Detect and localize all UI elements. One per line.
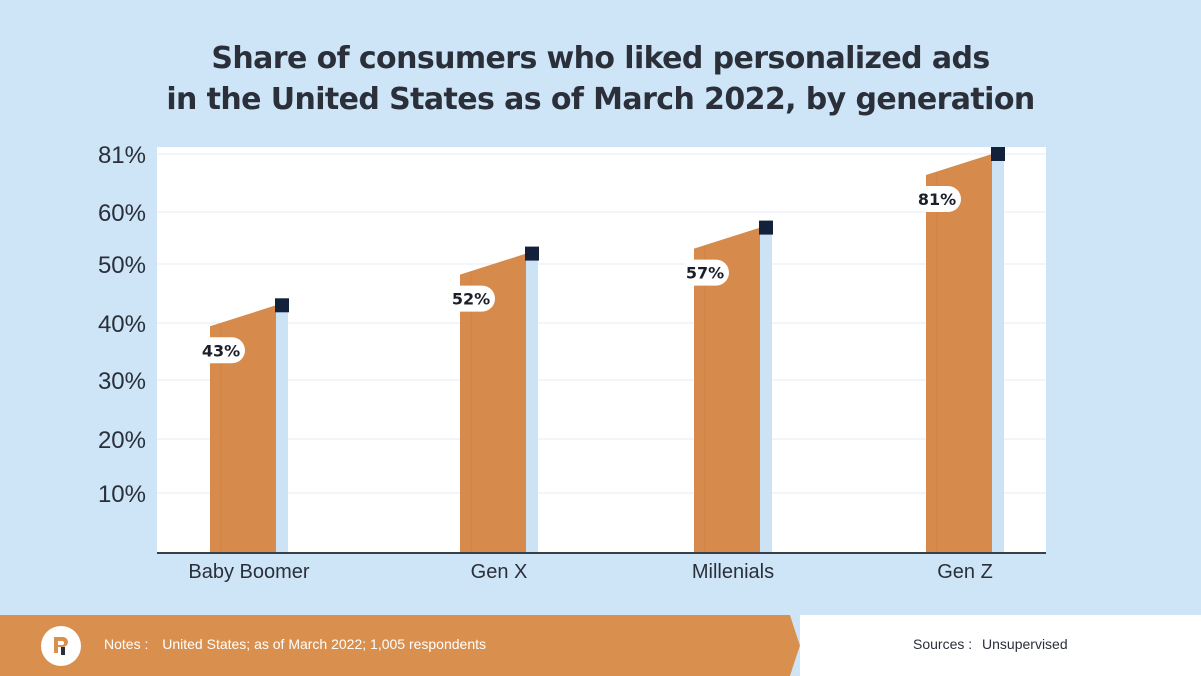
x-tick-label: Gen Z xyxy=(937,561,993,583)
bar-side xyxy=(992,154,1004,553)
bar xyxy=(926,154,992,553)
footer-notes: Notes : United States; as of March 2022;… xyxy=(104,636,486,652)
notes-label: Notes : xyxy=(104,636,149,652)
y-tick-label: 10% xyxy=(98,481,146,508)
bar xyxy=(694,227,760,553)
x-tick-label: Millenials xyxy=(692,561,774,583)
footer-notes-bar xyxy=(0,615,790,676)
brand-logo-icon xyxy=(41,626,81,666)
y-tick-label: 40% xyxy=(98,311,146,338)
data-label: 52% xyxy=(452,290,490,309)
footer-sources: Sources : Unsupervised xyxy=(913,636,1068,652)
y-tick-label: 30% xyxy=(98,368,146,395)
bar-marker xyxy=(275,298,289,313)
footer-sources-panel xyxy=(800,615,1201,676)
bar-marker xyxy=(991,147,1005,161)
data-label: 57% xyxy=(686,264,724,283)
bar-marker xyxy=(525,246,539,261)
x-tick-label: Baby Boomer xyxy=(188,561,310,583)
x-tick-label: Gen X xyxy=(471,561,528,583)
chart-title-line-1: Share of consumers who liked personalize… xyxy=(211,41,990,76)
bar-side xyxy=(526,253,538,553)
y-tick-label: 60% xyxy=(98,200,146,227)
bar-marker xyxy=(759,220,773,235)
y-tick-label: 81% xyxy=(98,142,146,169)
bar-side xyxy=(276,305,288,553)
bar xyxy=(460,253,526,553)
data-label-bg xyxy=(197,337,245,364)
data-label: 43% xyxy=(202,341,240,360)
bar xyxy=(210,305,276,553)
y-tick-label: 50% xyxy=(98,252,146,279)
chart-title: Share of consumers who liked personalize… xyxy=(0,38,1201,120)
data-label-bg xyxy=(913,186,961,212)
plot-area xyxy=(157,147,1046,553)
data-label-bg xyxy=(447,285,495,312)
y-tick-label: 20% xyxy=(98,427,146,454)
notes-text: United States; as of March 2022; 1,005 r… xyxy=(162,636,487,652)
bar-side xyxy=(760,227,772,553)
data-label-bg xyxy=(681,259,729,286)
sources-text: Unsupervised xyxy=(982,636,1068,652)
sources-label: Sources : xyxy=(913,636,973,652)
chart-title-line-2: in the United States as of March 2022, b… xyxy=(166,82,1035,117)
data-label: 81% xyxy=(918,190,956,209)
